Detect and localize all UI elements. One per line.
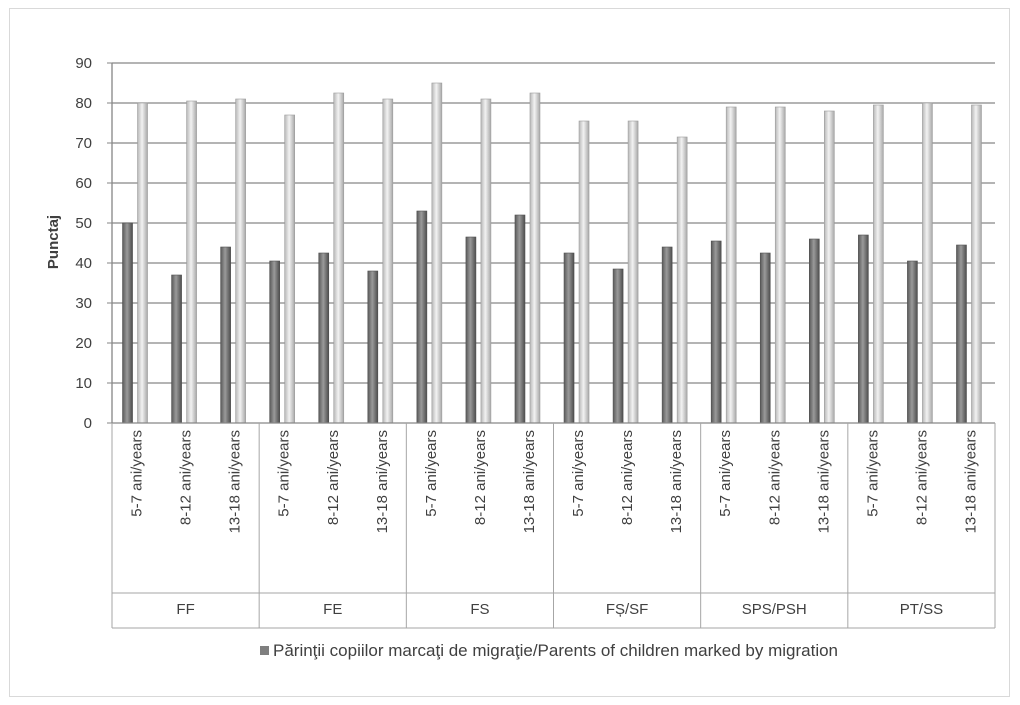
y-tick-label: 10 [75, 375, 92, 392]
y-axis-label: Punctaj [45, 215, 62, 269]
bar-series-2 [333, 92, 345, 424]
bar-series-1 [809, 238, 820, 424]
x-subcategory-label: 8-12 ani/years [472, 430, 489, 525]
bar-series-1 [318, 252, 330, 424]
bar-series-2 [578, 120, 590, 424]
bar-series-1 [122, 222, 133, 424]
y-tick-label: 40 [75, 255, 92, 272]
bar-series-1 [661, 246, 673, 424]
x-subcategory-label: 5-7 ani/years [423, 430, 440, 517]
x-subcategory-label: 13-18 ani/years [668, 430, 685, 533]
x-subcategory-label: 8-12 ani/years [766, 430, 783, 525]
bar-series-2 [971, 104, 982, 424]
bar-series-2 [137, 102, 148, 424]
x-subcategory-label: 5-7 ani/years [129, 430, 146, 517]
x-group-label: FF [176, 601, 194, 618]
y-tick-label: 20 [75, 335, 92, 352]
bar-series-2 [676, 136, 688, 424]
x-subcategory-label: 13-18 ani/years [227, 430, 244, 533]
y-tick-label: 60 [75, 175, 92, 192]
bar-series-1 [956, 244, 967, 424]
bar-series-1 [269, 260, 280, 424]
bar-series-1 [465, 236, 477, 424]
bar-series-1 [858, 234, 869, 424]
legend-swatch [260, 646, 269, 655]
y-tick-label: 90 [75, 55, 92, 72]
y-tick-label: 70 [75, 135, 92, 152]
x-subcategory-label: 5-7 ani/years [570, 430, 587, 517]
bar-series-1 [612, 268, 624, 424]
bar-series-1 [514, 214, 526, 424]
x-axis-labels: 5-7 ani/years 8-12 ani/years 13-18 ani/yea… [129, 430, 980, 618]
x-subcategory-label: 8-12 ani/years [619, 430, 636, 525]
bar-series-1 [171, 274, 182, 424]
bar-series-2 [431, 82, 443, 424]
axes [111, 63, 996, 629]
bar-series-2 [480, 98, 492, 424]
bars [122, 82, 982, 424]
legend-label: Părinţii copiilor marcaţi de migraţie/Pa… [273, 641, 838, 660]
y-tick-label: 50 [75, 215, 92, 232]
x-subcategory-label: 5-7 ani/years [276, 430, 293, 517]
bar-series-1 [563, 252, 575, 424]
x-subcategory-label: 8-12 ani/years [325, 430, 342, 525]
y-tick-label: 80 [75, 95, 92, 112]
x-subcategory-label: 5-7 ani/years [717, 430, 734, 517]
y-tick-label: 30 [75, 295, 92, 312]
bar-series-1 [759, 252, 771, 424]
legend: Părinţii copiilor marcaţi de migraţie/Pa… [260, 641, 838, 660]
gridlines [107, 62, 995, 424]
bar-series-2 [725, 106, 737, 424]
bar-series-2 [235, 98, 246, 424]
bar-series-2 [873, 104, 884, 424]
bar-series-1 [907, 260, 918, 424]
x-subcategory-label: 13-18 ani/years [962, 430, 979, 533]
x-subcategory-label: 8-12 ani/years [913, 430, 930, 525]
x-subcategory-label: 13-18 ani/years [374, 430, 391, 533]
bar-series-2 [186, 100, 197, 424]
bar-series-2 [382, 98, 394, 424]
chart-frame [9, 8, 1010, 697]
x-group-label: FȘ/SF [606, 601, 649, 618]
x-subcategory-label: 13-18 ani/years [521, 430, 538, 533]
bar-series-2 [774, 106, 786, 424]
x-group-label: PT/SS [900, 601, 943, 618]
x-subcategory-label: 8-12 ani/years [178, 430, 195, 525]
bar-series-2 [529, 92, 541, 424]
bar-series-2 [922, 102, 933, 424]
y-axis-ticks: 0 10 20 30 40 50 60 70 80 90 [75, 55, 92, 432]
x-subcategory-label: 13-18 ani/years [815, 430, 832, 533]
x-group-label: FS [470, 601, 489, 618]
bar-series-1 [367, 270, 379, 424]
bar-series-2 [284, 114, 295, 424]
y-tick-label: 0 [84, 415, 92, 432]
x-group-label: FE [323, 601, 342, 618]
bar-series-2 [627, 120, 639, 424]
x-group-label: SPS/PSH [742, 601, 807, 618]
bar-series-1 [710, 240, 722, 424]
bar-series-2 [824, 110, 835, 424]
bar-series-1 [416, 210, 428, 424]
bar-series-1 [220, 246, 231, 424]
x-subcategory-label: 5-7 ani/years [864, 430, 881, 517]
